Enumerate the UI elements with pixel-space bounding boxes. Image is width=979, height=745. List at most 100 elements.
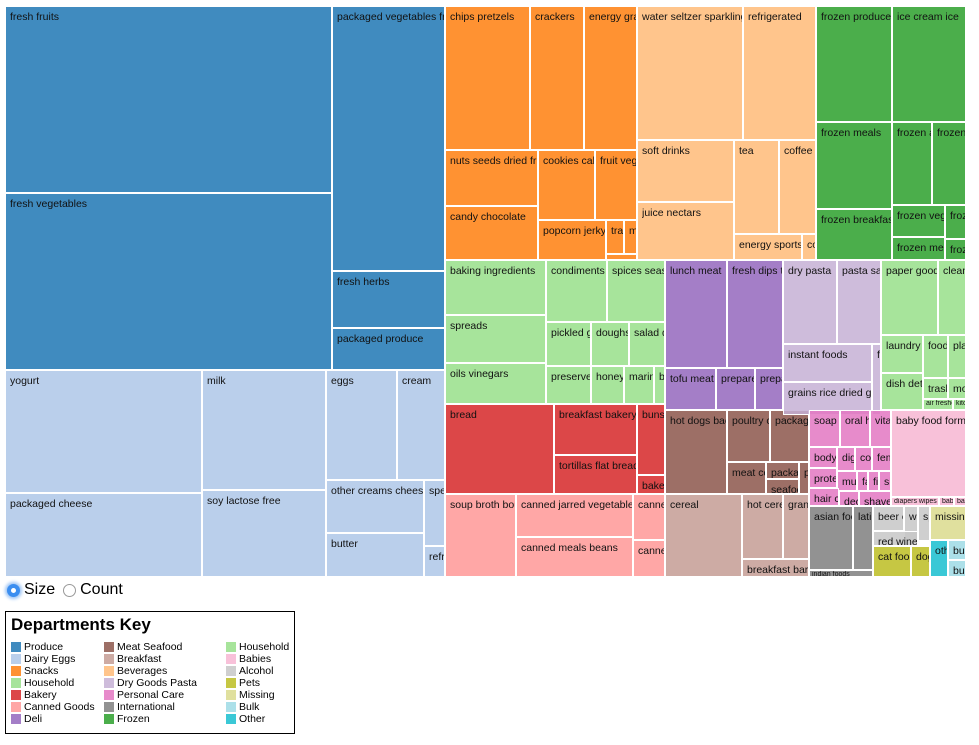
treemap-cell[interactable]: preserved dips spreads xyxy=(546,366,591,404)
treemap-cell[interactable]: vitamins supplements xyxy=(870,410,891,447)
treemap-cell[interactable]: skin care xyxy=(879,471,891,491)
treemap-cell[interactable]: salad dressing toppings xyxy=(629,322,665,366)
treemap-cell[interactable]: latino foods xyxy=(853,506,873,570)
treemap-cell[interactable]: mint gum xyxy=(624,220,637,254)
treemap-cell[interactable]: trail mix snack mix xyxy=(606,220,624,254)
treemap-cell[interactable]: cream xyxy=(397,370,445,480)
treemap-cell[interactable]: oils vinegars xyxy=(445,363,546,404)
treemap-cell[interactable]: fresh dips tapenades xyxy=(727,260,783,368)
treemap-cell[interactable]: honeys syrups nectars xyxy=(591,366,624,404)
treemap-cell[interactable]: plates bowls cups flatware xyxy=(948,335,966,378)
treemap-cell[interactable]: food storage xyxy=(923,335,948,378)
treemap-cell[interactable]: prepared meals xyxy=(755,368,783,410)
treemap-cell[interactable]: indian foods xyxy=(809,570,873,577)
treemap-cell[interactable]: frozen breakfast xyxy=(816,209,892,260)
treemap-cell[interactable]: red wines xyxy=(873,531,918,546)
treemap-cell[interactable]: trash bags liners xyxy=(923,378,948,399)
treemap-cell[interactable]: packaged poultry xyxy=(766,462,799,479)
treemap-cell[interactable]: fresh vegetables xyxy=(5,193,332,370)
treemap-cell[interactable]: yogurt xyxy=(5,370,202,493)
treemap-cell[interactable]: cold flu allergy xyxy=(855,447,872,471)
treemap-cell[interactable]: juice nectars xyxy=(637,202,734,260)
treemap-cell[interactable]: butter xyxy=(326,533,424,577)
treemap-cell[interactable]: first aid xyxy=(868,471,879,491)
treemap-cell[interactable]: frozen meals xyxy=(816,122,892,209)
treemap-cell[interactable]: frozen vegan vegetarian xyxy=(892,205,945,237)
treemap-cell[interactable]: canned fruit applesauce xyxy=(633,494,665,540)
treemap-cell[interactable]: baby food formula xyxy=(891,410,966,497)
treemap-cell[interactable]: feminine care xyxy=(872,447,891,471)
treemap-cell[interactable]: frozen produce xyxy=(816,6,892,122)
treemap-cell[interactable]: baby accessories xyxy=(954,497,966,506)
treemap-cell[interactable]: condiments xyxy=(546,260,607,322)
treemap-cell[interactable]: crackers xyxy=(530,6,584,150)
treemap-cell[interactable]: canned meals beans xyxy=(516,537,633,577)
treemap-cell[interactable]: cocoa drink mixes xyxy=(802,234,816,260)
treemap-cell[interactable]: baking supplies decor xyxy=(654,366,665,404)
treemap-cell[interactable]: bulk dried fruits vegetables xyxy=(948,540,966,560)
size-radio[interactable] xyxy=(7,583,20,597)
treemap-cell[interactable]: instant foods xyxy=(783,344,872,382)
treemap-cell[interactable]: refrigerated xyxy=(743,6,816,140)
treemap-cell[interactable]: tortillas flat bread xyxy=(554,455,637,494)
treemap-cell[interactable]: bread xyxy=(445,404,554,494)
treemap-cell[interactable]: protein meal replacements xyxy=(809,468,837,488)
treemap-cell[interactable]: diapers wipes xyxy=(891,497,939,506)
treemap-cell[interactable]: buns rolls xyxy=(637,404,665,475)
treemap-cell[interactable]: dry pasta xyxy=(783,260,837,344)
treemap-cell[interactable]: cookies cakes xyxy=(538,150,595,220)
treemap-cell[interactable]: lunch meat xyxy=(665,260,727,368)
treemap-cell[interactable]: ice cream ice xyxy=(892,6,966,122)
treemap-cell[interactable]: dish detergents xyxy=(881,373,923,410)
treemap-cell[interactable]: hot cereal pancake mixes xyxy=(742,494,783,559)
treemap-cell[interactable]: pickled goods olives xyxy=(546,322,591,366)
treemap-cell[interactable]: cat food care xyxy=(873,546,911,577)
treemap-cell[interactable]: hair care xyxy=(809,488,839,506)
treemap-cell[interactable]: body lotions soap xyxy=(809,447,837,468)
treemap-cell[interactable]: other xyxy=(930,540,948,577)
treemap-cell[interactable]: soup broth bouillon xyxy=(445,494,516,577)
treemap-cell[interactable]: prepared soups salads xyxy=(716,368,755,410)
treemap-cell[interactable]: spreads xyxy=(445,315,546,363)
treemap-cell[interactable]: frozen pizza xyxy=(932,122,966,205)
treemap-cell[interactable]: beer coolers xyxy=(873,506,904,531)
treemap-cell[interactable]: refrigerated pudding desserts xyxy=(424,546,445,577)
treemap-cell[interactable]: water seltzer sparkling water xyxy=(637,6,743,140)
count-radio-label[interactable]: Count xyxy=(80,581,123,598)
treemap-cell[interactable]: granola xyxy=(783,494,809,559)
treemap-cell[interactable]: asian foods xyxy=(809,506,853,570)
treemap-cell[interactable]: spices seasonings xyxy=(607,260,665,322)
treemap-cell[interactable]: fresh pasta xyxy=(872,344,881,415)
treemap-cell[interactable]: poultry counter xyxy=(727,410,770,462)
treemap-cell[interactable]: packaged vegetables fruits xyxy=(332,6,445,271)
treemap-cell[interactable]: bulk grains rice dried goods xyxy=(948,560,966,577)
treemap-cell[interactable]: frozen juice xyxy=(945,239,966,260)
treemap-cell[interactable]: seafood counter xyxy=(766,479,799,494)
treemap-cell[interactable]: chips pretzels xyxy=(445,6,530,150)
treemap-cell[interactable]: soft drinks xyxy=(637,140,734,202)
treemap-cell[interactable]: pasta sauce xyxy=(837,260,881,344)
treemap-cell[interactable]: canned jarred vegetables xyxy=(516,494,633,537)
treemap-cell[interactable]: energy sports drinks xyxy=(734,234,802,260)
treemap-cell[interactable]: coffee xyxy=(779,140,816,234)
treemap-cell[interactable]: facial care xyxy=(857,471,868,491)
treemap-cell[interactable]: meat counter xyxy=(727,462,766,494)
treemap-cell[interactable]: baby bath body care xyxy=(939,497,954,506)
size-radio-label[interactable]: Size xyxy=(24,581,56,598)
treemap-cell[interactable]: bakery desserts xyxy=(637,475,665,494)
treemap-cell[interactable]: breakfast bakery xyxy=(554,404,637,455)
treemap-cell[interactable]: eggs xyxy=(326,370,397,480)
treemap-cell[interactable]: frozen dessert xyxy=(945,205,966,239)
treemap-cell[interactable]: marinades meat preparation xyxy=(624,366,654,404)
treemap-cell[interactable]: specialty cheeses xyxy=(424,480,445,546)
treemap-cell[interactable]: laundry xyxy=(881,335,923,373)
treemap-cell[interactable]: frozen meat seafood xyxy=(892,237,945,260)
treemap-cell[interactable]: cereal xyxy=(665,494,742,577)
treemap-cell[interactable]: missing xyxy=(930,506,966,540)
treemap-cell[interactable]: nuts seeds dried fruit xyxy=(445,150,538,206)
treemap-cell[interactable]: more household xyxy=(948,378,966,399)
treemap-cell[interactable]: packaged produce xyxy=(332,328,445,370)
treemap-cell[interactable]: shave needs xyxy=(859,491,891,506)
treemap-cell[interactable]: canned meat seafood xyxy=(633,540,665,577)
treemap-cell[interactable]: dog food care xyxy=(911,546,930,577)
